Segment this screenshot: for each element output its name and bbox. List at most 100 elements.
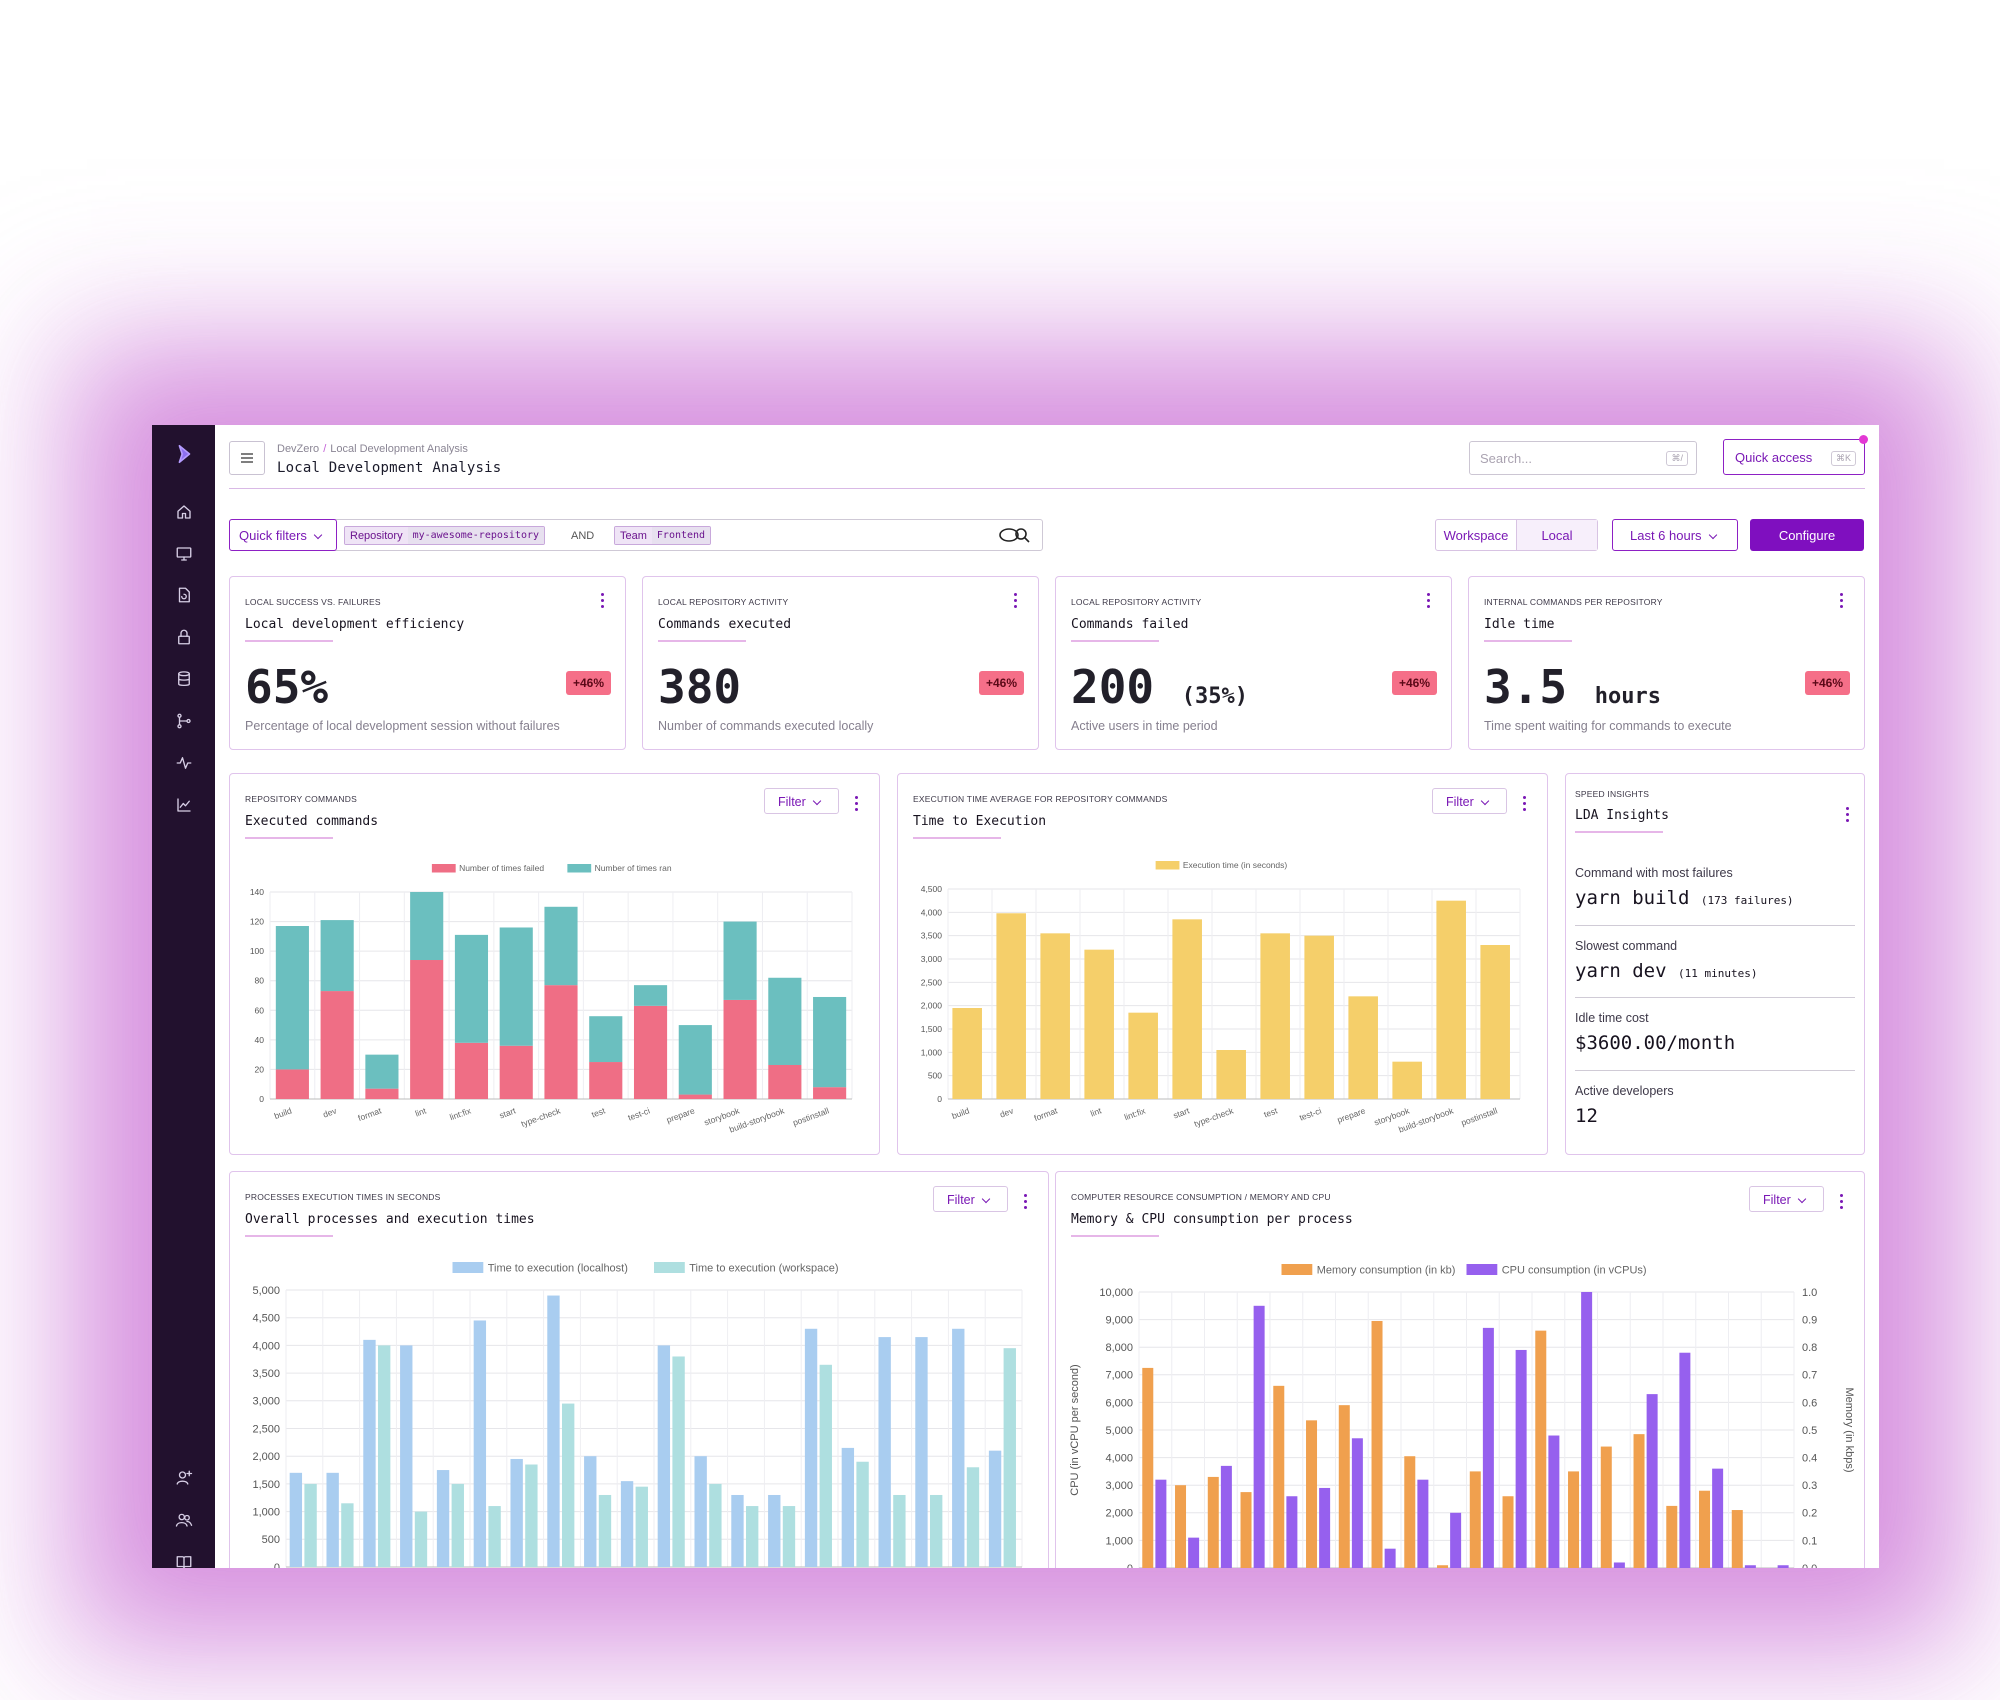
configure-button[interactable]: Configure (1750, 519, 1864, 551)
bar (1172, 919, 1202, 1099)
y-tick-label: 60 (255, 1005, 265, 1015)
time-to-execution-chart: Execution time (in seconds) 0 500 1,000 1,50… (921, 860, 1521, 1135)
more-options-icon[interactable] (601, 593, 605, 611)
bar (378, 1345, 391, 1567)
legend-label: Time to execution (localhost) (488, 1262, 628, 1274)
filter-chip-repository[interactable]: Repository my-awesome-repository (344, 526, 546, 545)
add-user-icon[interactable] (172, 1466, 196, 1490)
bar (1220, 1465, 1232, 1568)
git-branch-icon[interactable] (172, 709, 196, 733)
card-time-to-execution: Execution time average for repository co… (897, 773, 1548, 1155)
bar (635, 1486, 648, 1567)
time-range-label: Last 6 hours (1630, 528, 1702, 543)
home-icon[interactable] (172, 500, 196, 524)
bar (1502, 1496, 1514, 1568)
title-underline (245, 837, 333, 839)
card-eyebrow: Computer resource consumption / memory a… (1071, 1192, 1331, 1202)
more-options-icon[interactable] (1846, 807, 1850, 825)
bar (1351, 1438, 1363, 1568)
search-input[interactable]: Search... ⌘/ (1469, 441, 1697, 475)
menu-toggle-button[interactable] (229, 441, 265, 475)
y-tick-label: 100 (250, 946, 264, 956)
bar (804, 1328, 818, 1567)
users-icon[interactable] (172, 1508, 196, 1532)
more-options-icon[interactable] (1014, 593, 1018, 611)
book-icon[interactable] (172, 1550, 196, 1568)
insight-value: 12 (1575, 1105, 1598, 1127)
y-tick-label: 0 (937, 1094, 942, 1104)
toggle-local[interactable]: Local (1516, 520, 1597, 550)
more-options-icon[interactable] (1523, 796, 1527, 814)
monitor-icon[interactable] (172, 542, 196, 566)
breadcrumb-root[interactable]: DevZero (277, 443, 320, 455)
lock-icon[interactable] (172, 625, 196, 649)
database-icon[interactable] (172, 667, 196, 691)
more-options-icon[interactable] (855, 796, 859, 814)
toggle-workspace[interactable]: Workspace (1443, 527, 1509, 543)
file-sync-icon[interactable] (172, 583, 196, 607)
bar (547, 1295, 560, 1567)
filter-chip-team[interactable]: Team Frontend (614, 526, 712, 545)
legend-swatch (1155, 861, 1180, 870)
filter-button[interactable]: Filter (764, 788, 839, 814)
x-tick-label: lint (414, 1105, 428, 1118)
y2-axis-label: Memory (in kbps) (1843, 1388, 1854, 1473)
filter-button[interactable]: Filter (933, 1186, 1008, 1212)
bar (893, 1494, 906, 1567)
quick-access-button[interactable]: Quick access ⌘K (1723, 435, 1868, 475)
title-underline (1484, 640, 1572, 642)
activity-icon[interactable] (172, 751, 196, 775)
chevron-down-icon (313, 530, 323, 540)
more-options-icon[interactable] (1840, 1194, 1844, 1212)
bar (1646, 1394, 1658, 1568)
bar (499, 1045, 533, 1099)
bar (694, 1456, 707, 1567)
filter-button[interactable]: Filter (1432, 788, 1507, 814)
chart-icon[interactable] (172, 793, 196, 817)
x-tick-label: dev (998, 1105, 1015, 1119)
bar (930, 1494, 943, 1567)
filter-label: Filter (1763, 1193, 1791, 1207)
bar (473, 1320, 487, 1567)
bar (584, 1456, 597, 1567)
bar (1581, 1292, 1593, 1568)
more-options-icon[interactable] (1840, 593, 1844, 611)
time-range-dropdown[interactable]: Last 6 hours (1612, 519, 1738, 551)
bar (856, 1461, 869, 1567)
bar (952, 1008, 982, 1099)
chip-value: Frontend (651, 527, 711, 544)
more-options-icon[interactable] (1024, 1194, 1028, 1212)
quick-filters-button[interactable]: Quick filters (229, 519, 337, 551)
bar (1384, 1548, 1396, 1568)
insight-label: Idle time cost (1575, 1011, 1649, 1025)
stat-card-commands-executed: Local repository activity Commands execu… (642, 576, 1039, 750)
chip-key: Repository (345, 527, 408, 544)
insight-note: (11 minutes) (1677, 967, 1758, 980)
chip-key: Team (615, 527, 652, 544)
legend-swatch (1281, 1264, 1313, 1275)
filter-bar[interactable]: Quick filters Repository my-awesome-repos… (229, 519, 1043, 551)
card-eyebrow: Local repository activity (658, 597, 789, 607)
card-processes-execution: Processes execution times in seconds Ove… (229, 1171, 1049, 1568)
logo-icon[interactable] (172, 442, 196, 466)
y-tick-label: 3,000 (252, 1396, 280, 1408)
stat-number: 3.5 (1484, 660, 1568, 714)
y2-tick-label: 0.4 (1802, 1452, 1817, 1464)
hamburger-icon (241, 453, 253, 463)
change-badge: +46% (978, 671, 1024, 695)
insight-label: Command with most failures (1575, 866, 1733, 880)
y-tick-label: 2,500 (921, 977, 943, 987)
y-tick-label: 0 (259, 1094, 264, 1104)
bar (768, 1494, 781, 1567)
bar (915, 1337, 928, 1567)
stat-description: Number of commands executed locally (658, 719, 874, 733)
bar (1480, 945, 1510, 1099)
filter-button[interactable]: Filter (1749, 1186, 1824, 1212)
bar (1084, 949, 1114, 1099)
more-options-icon[interactable] (1427, 593, 1431, 611)
advanced-search-icon[interactable] (998, 527, 1034, 543)
bar (1142, 1367, 1154, 1568)
bar (1260, 933, 1290, 1099)
legend-swatch (431, 864, 456, 873)
x-tick-label: format (1033, 1105, 1060, 1123)
